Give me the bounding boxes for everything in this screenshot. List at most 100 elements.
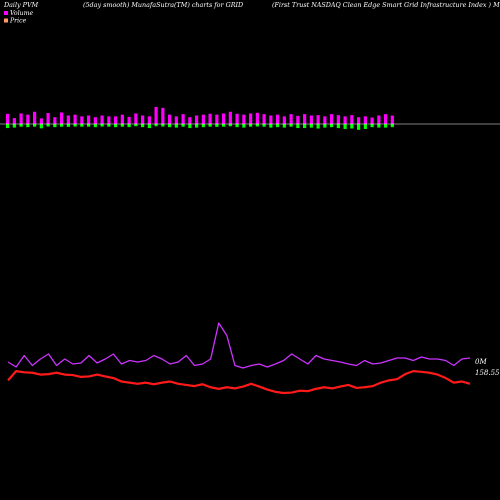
volume-bar-up xyxy=(262,114,266,124)
volume-bar-up xyxy=(249,113,253,124)
volume-bar-up xyxy=(181,114,185,124)
volume-bar-up xyxy=(127,116,131,124)
volume-bar-up xyxy=(208,113,212,124)
volume-bar-up xyxy=(215,114,219,124)
volume-bar-down xyxy=(222,124,226,127)
volume-bar-up xyxy=(60,112,64,124)
volume-bar-up xyxy=(201,114,205,124)
volume-bar-up xyxy=(309,115,313,124)
volume-bar-up xyxy=(269,115,273,124)
volume-bar-down xyxy=(282,124,286,128)
volume-line xyxy=(7,322,471,369)
volume-bar-down xyxy=(289,124,293,127)
volume-bar-up xyxy=(19,113,23,124)
volume-bar-up xyxy=(134,113,138,124)
volume-bar-down xyxy=(201,124,205,128)
volume-bar-down xyxy=(249,124,253,127)
volume-bar-up xyxy=(276,114,280,124)
volume-bar-up xyxy=(195,115,199,124)
volume-bar-down xyxy=(141,124,145,128)
volume-bar-down xyxy=(370,124,374,128)
volume-bar-up xyxy=(296,115,300,124)
volume-bar-down xyxy=(390,124,394,128)
volume-bar-down xyxy=(53,124,57,128)
volume-bar-up xyxy=(188,117,192,124)
volume-bar-down xyxy=(343,124,347,129)
volume-bar-down xyxy=(107,124,111,127)
volume-bar-up xyxy=(363,116,367,124)
legend-volume-swatch xyxy=(4,11,8,15)
volume-bar-up xyxy=(107,116,111,124)
volume-bar-up xyxy=(222,113,226,124)
price-line xyxy=(7,370,471,395)
volume-bar-up xyxy=(282,116,286,124)
volume-bar-down xyxy=(195,124,199,128)
volume-bar-up xyxy=(255,112,259,124)
legend-volume-label: Volume xyxy=(10,10,33,17)
volume-bar-up xyxy=(242,114,246,124)
volume-bar-down xyxy=(60,124,64,127)
volume-bar-down xyxy=(384,124,388,128)
volume-bar-up xyxy=(6,113,10,124)
volume-bar-up xyxy=(147,116,151,124)
volume-bar-up xyxy=(114,116,118,124)
volume-bar-up xyxy=(343,116,347,124)
volume-bar-down xyxy=(377,124,381,128)
volume-bar-up xyxy=(154,107,158,124)
volume-bar-up xyxy=(100,115,104,124)
volume-bar-down xyxy=(208,124,212,127)
volume-bar-down xyxy=(215,124,219,127)
header-right: (First Trust NASDAQ Clean Edge Smart Gri… xyxy=(272,1,500,9)
volume-bar-down xyxy=(262,124,266,127)
volume-bar-down xyxy=(363,124,367,129)
volume-bar-up xyxy=(384,114,388,124)
volume-bar-up xyxy=(168,114,172,124)
volume-bar-up xyxy=(80,116,84,124)
volume-bar-up xyxy=(53,117,57,124)
volume-bar-up xyxy=(377,115,381,124)
volume-bar-down xyxy=(100,124,104,127)
volume-bar-down xyxy=(127,124,131,128)
volume-bar-down xyxy=(46,124,50,127)
volume-bar-down xyxy=(188,124,192,129)
volume-bar-up xyxy=(357,117,361,124)
volume-bar-up xyxy=(66,115,70,124)
volume-bar-up xyxy=(323,116,327,124)
volume-bar-down xyxy=(269,124,273,128)
volume-bar-down xyxy=(296,124,300,129)
volume-bar-up xyxy=(350,115,354,124)
volume-bar-up xyxy=(46,112,50,124)
volume-bar-up xyxy=(73,114,77,124)
volume-bar-up xyxy=(33,111,37,124)
volume-bar-down xyxy=(276,124,280,128)
volume-bar-down xyxy=(350,124,354,129)
volume-bar-up xyxy=(370,117,374,124)
volume-bar-down xyxy=(181,124,185,127)
volume-bar-down xyxy=(242,124,246,128)
volume-bar-up xyxy=(289,114,293,124)
volume-bar-down xyxy=(235,124,239,128)
volume-bar-down xyxy=(87,124,91,127)
header-middle: (5day smooth) MunafaSutra(TM) charts for… xyxy=(83,1,243,9)
volume-bar-up xyxy=(336,115,340,124)
volume-bar-up xyxy=(120,114,124,124)
volume-bar-down xyxy=(120,124,124,127)
volume-bar-up xyxy=(87,115,91,124)
volume-bar-down xyxy=(73,124,77,127)
volume-bar-down xyxy=(309,124,313,128)
volume-bar-up xyxy=(93,117,97,124)
volume-bar-down xyxy=(316,124,320,129)
volume-bar-down xyxy=(19,124,23,127)
volume-bar-down xyxy=(168,124,172,128)
volume-bar-down xyxy=(66,124,70,127)
volume-bar-up xyxy=(39,118,43,124)
volume-bar-up xyxy=(161,107,165,124)
volume-bar-down xyxy=(174,124,178,128)
volume-bar-down xyxy=(255,124,259,127)
volume-bar-down xyxy=(114,124,118,128)
volume-bar-up xyxy=(303,114,307,124)
legend-price-swatch xyxy=(4,18,8,23)
volume-bar-up xyxy=(228,111,232,124)
volume-bar-up xyxy=(141,115,145,124)
